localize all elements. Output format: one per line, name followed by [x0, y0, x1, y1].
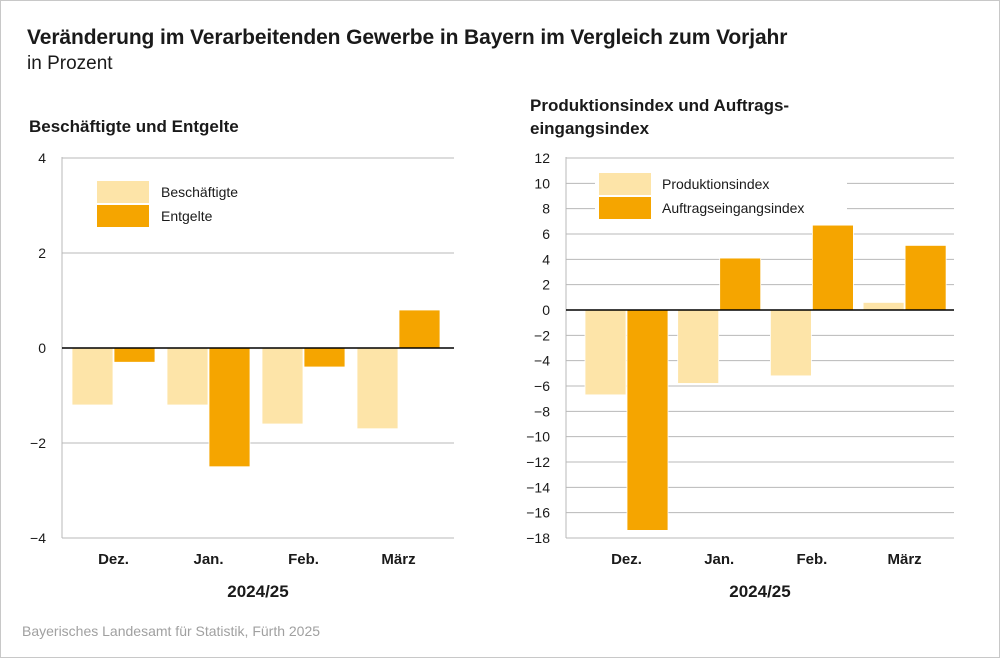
x-category-label: März — [888, 551, 922, 568]
y-tick-label: 4 — [38, 150, 46, 166]
y-tick-label: 10 — [534, 175, 550, 191]
y-tick-label: 4 — [542, 251, 550, 267]
bar-series-2 — [812, 224, 854, 311]
x-category-label: Feb. — [288, 551, 319, 568]
legend-label: Produktionsindex — [662, 176, 769, 192]
y-tick-label: 12 — [534, 150, 550, 166]
y-tick-label: 6 — [542, 226, 550, 242]
bar-series-1 — [71, 347, 114, 406]
legend-swatch — [599, 197, 651, 219]
legend-label: Beschäftigte — [161, 184, 238, 200]
bar-series-2 — [303, 347, 346, 368]
bar-series-1 — [770, 309, 812, 377]
y-tick-label: 0 — [542, 302, 550, 318]
x-category-label: Feb. — [796, 551, 827, 568]
y-tick-label: −4 — [534, 353, 550, 369]
bar-series-1 — [356, 347, 399, 430]
bar-series-2 — [626, 309, 669, 531]
y-tick-label: −10 — [526, 429, 550, 445]
page-title: Veränderung im Verarbeitenden Gewerbe in… — [27, 26, 788, 49]
bar-series-1 — [261, 347, 304, 425]
x-category-label: Jan. — [193, 551, 223, 568]
bar-series-2 — [113, 347, 156, 363]
y-tick-label: −16 — [526, 505, 550, 521]
bar-series-1 — [677, 309, 720, 384]
y-tick-label: −4 — [30, 530, 46, 546]
bar-series-1 — [584, 309, 627, 396]
y-tick-label: −6 — [534, 378, 550, 394]
source-note: Bayerisches Landesamt für Statistik, Für… — [22, 623, 321, 639]
y-tick-label: 2 — [542, 277, 550, 293]
x-category-label: Jan. — [704, 551, 734, 568]
right-chart-title-line-1: Produktionsindex und Auftrags- — [530, 96, 790, 115]
left-chart-title: Beschäftigte und Entgelte — [29, 117, 239, 136]
x-category-label: Dez. — [611, 551, 642, 568]
y-tick-label: 8 — [542, 201, 550, 217]
x-category-label: März — [381, 551, 415, 568]
legend-swatch — [599, 173, 651, 195]
bar-series-1 — [166, 347, 209, 406]
bar-series-2 — [398, 309, 441, 349]
right-chart-title: Produktionsindex und Auftrags- eingangsi… — [530, 94, 789, 140]
legend-label: Auftragseingangsindex — [662, 200, 804, 216]
y-tick-label: −2 — [534, 327, 550, 343]
x-category-label: Dez. — [98, 551, 129, 568]
y-tick-label: −14 — [526, 479, 550, 495]
y-tick-label: −12 — [526, 454, 550, 470]
bar-series-2 — [719, 257, 762, 311]
bar-series-2 — [904, 244, 947, 311]
bar-series-2 — [208, 347, 251, 468]
y-tick-label: 0 — [38, 340, 46, 356]
y-tick-label: 2 — [38, 245, 46, 261]
legend-swatch — [97, 205, 149, 227]
legend-label: Entgelte — [161, 208, 213, 224]
x-axis-label: 2024/25 — [729, 582, 790, 601]
y-tick-label: −2 — [30, 435, 46, 451]
y-tick-label: −18 — [526, 530, 550, 546]
y-tick-label: −8 — [534, 403, 550, 419]
right-chart-title-line-2: eingangsindex — [530, 119, 650, 138]
page-subtitle: in Prozent — [27, 53, 113, 74]
bar-series-1 — [862, 301, 905, 311]
legend-swatch — [97, 181, 149, 203]
x-axis-label: 2024/25 — [227, 582, 288, 601]
